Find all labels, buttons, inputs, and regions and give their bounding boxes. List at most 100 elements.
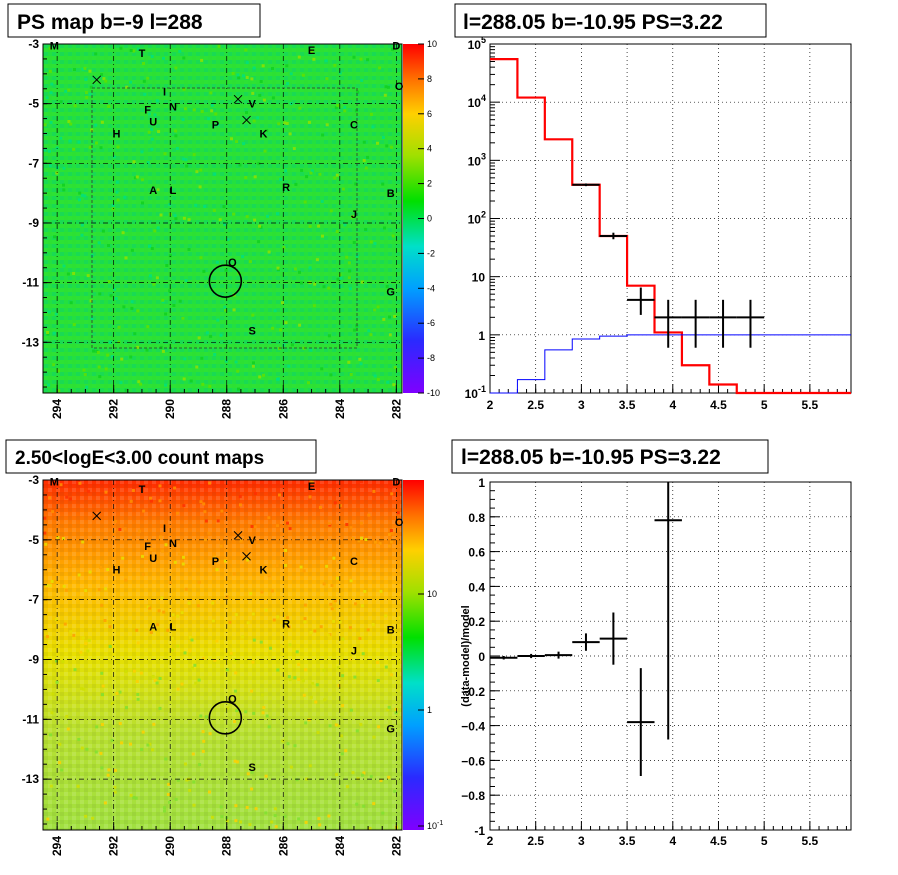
speckle-pixel [188, 788, 192, 792]
source-cross [233, 530, 243, 540]
speckle-pixel [325, 123, 329, 127]
speckle-pixel [360, 280, 364, 284]
speckle-pixel [355, 254, 359, 258]
speckle-pixel [251, 660, 255, 664]
speckle-pixel [232, 308, 236, 312]
source-label-T: T [139, 484, 146, 496]
speckle-pixel [149, 630, 153, 634]
speckle-pixel [48, 164, 52, 168]
speckle-pixel [304, 721, 308, 725]
speckle-pixel [46, 817, 50, 821]
speckle-pixel [136, 309, 140, 313]
speckle-pixel [110, 355, 114, 358]
speckle-pixel [203, 538, 207, 542]
source-label-F: F [144, 105, 151, 117]
speckle-pixel [388, 315, 391, 319]
source-cross [242, 115, 251, 125]
speckle-pixel [129, 793, 133, 797]
speckle-pixel [366, 628, 370, 632]
speckle-pixel [50, 711, 54, 715]
speckle-pixel [246, 558, 250, 562]
speckle-pixel [273, 814, 277, 818]
speckle-pixel [236, 369, 240, 373]
speckle-pixel [201, 382, 205, 386]
speckle-pixel [376, 305, 380, 309]
speckle-pixel [373, 374, 377, 378]
speckle-pixel [208, 732, 212, 736]
speckle-pixel [67, 88, 71, 92]
speckle-pixel [94, 750, 98, 754]
speckle-pixel [315, 258, 319, 262]
speckle-pixel [347, 276, 351, 280]
speckle-pixel [192, 153, 196, 157]
speckle-pixel [377, 725, 381, 729]
speckle-pixel [386, 85, 390, 89]
speckle-pixel [252, 711, 256, 715]
speckle-pixel [343, 105, 347, 109]
speckle-pixel [159, 345, 163, 349]
source-label-O: O [395, 517, 404, 529]
speckle-pixel [100, 603, 104, 607]
speckle-pixel [336, 277, 340, 281]
speckle-pixel [167, 782, 171, 786]
speckle-pixel [233, 720, 236, 724]
speckle-pixel [217, 44, 221, 48]
speckle-pixel [73, 104, 77, 108]
speckle-pixel [311, 681, 315, 685]
speckle-pixel [238, 495, 242, 499]
speckle-pixel [269, 646, 272, 650]
speckle-pixel [55, 680, 59, 684]
ps-colorbar [403, 44, 424, 393]
speckle-pixel [53, 235, 57, 239]
panel-ps-map: PS map b=-9 l=288 294 292 290 288 286 284 282-… [7, 3, 440, 419]
speckle-pixel [49, 733, 53, 737]
colorbar-tick-label: -10 [427, 388, 440, 398]
speckle-pixel [229, 651, 233, 655]
speckle-pixel [384, 614, 388, 618]
speckle-pixel [260, 693, 264, 697]
x-tick-label: 4 [669, 834, 676, 848]
speckle-pixel [312, 57, 316, 61]
title-box [5, 439, 317, 474]
colorbar-tick-label: -6 [427, 318, 435, 328]
speckle-pixel [358, 637, 362, 640]
speckle-pixel [353, 328, 357, 332]
speckle-pixel [113, 785, 117, 789]
speckle-pixel [359, 722, 363, 726]
speckle-pixel [155, 99, 159, 103]
speckle-pixel [257, 162, 261, 166]
speckle-pixel [338, 237, 342, 240]
speckle-pixel [335, 773, 338, 777]
speckle-pixel [273, 807, 277, 811]
speckle-pixel [80, 233, 84, 237]
speckle-pixel [191, 666, 194, 670]
speckle-pixel [327, 334, 331, 338]
speckle-pixel [359, 362, 363, 366]
x-tick-label: 294 [50, 836, 64, 856]
speckle-pixel [219, 805, 223, 809]
x-tick-label: 292 [107, 399, 121, 419]
speckle-pixel [155, 276, 159, 280]
speckle-pixel [322, 668, 326, 672]
speckle-pixel [232, 572, 236, 576]
speckle-pixel [146, 743, 150, 747]
speckle-pixel [142, 79, 146, 83]
speckle-pixel [47, 383, 51, 387]
y-tick-label: -3 [28, 473, 39, 487]
speckle-pixel [287, 625, 291, 629]
speckle-pixel [64, 89, 68, 93]
speckle-pixel [62, 584, 66, 588]
speckle-pixel [371, 623, 375, 626]
speckle-pixel [362, 140, 366, 144]
x-tick-label: 284 [333, 399, 347, 419]
speckle-pixel [245, 215, 249, 219]
speckle-pixel [174, 797, 178, 801]
speckle-pixel [381, 811, 385, 815]
speckle-pixel [353, 675, 357, 679]
speckle-pixel [305, 175, 309, 179]
speckle-pixel [354, 602, 357, 606]
speckle-pixel [230, 137, 233, 141]
ps-map-image [43, 44, 402, 393]
speckle-pixel [107, 104, 111, 108]
y-tick-label: -9 [28, 216, 39, 230]
